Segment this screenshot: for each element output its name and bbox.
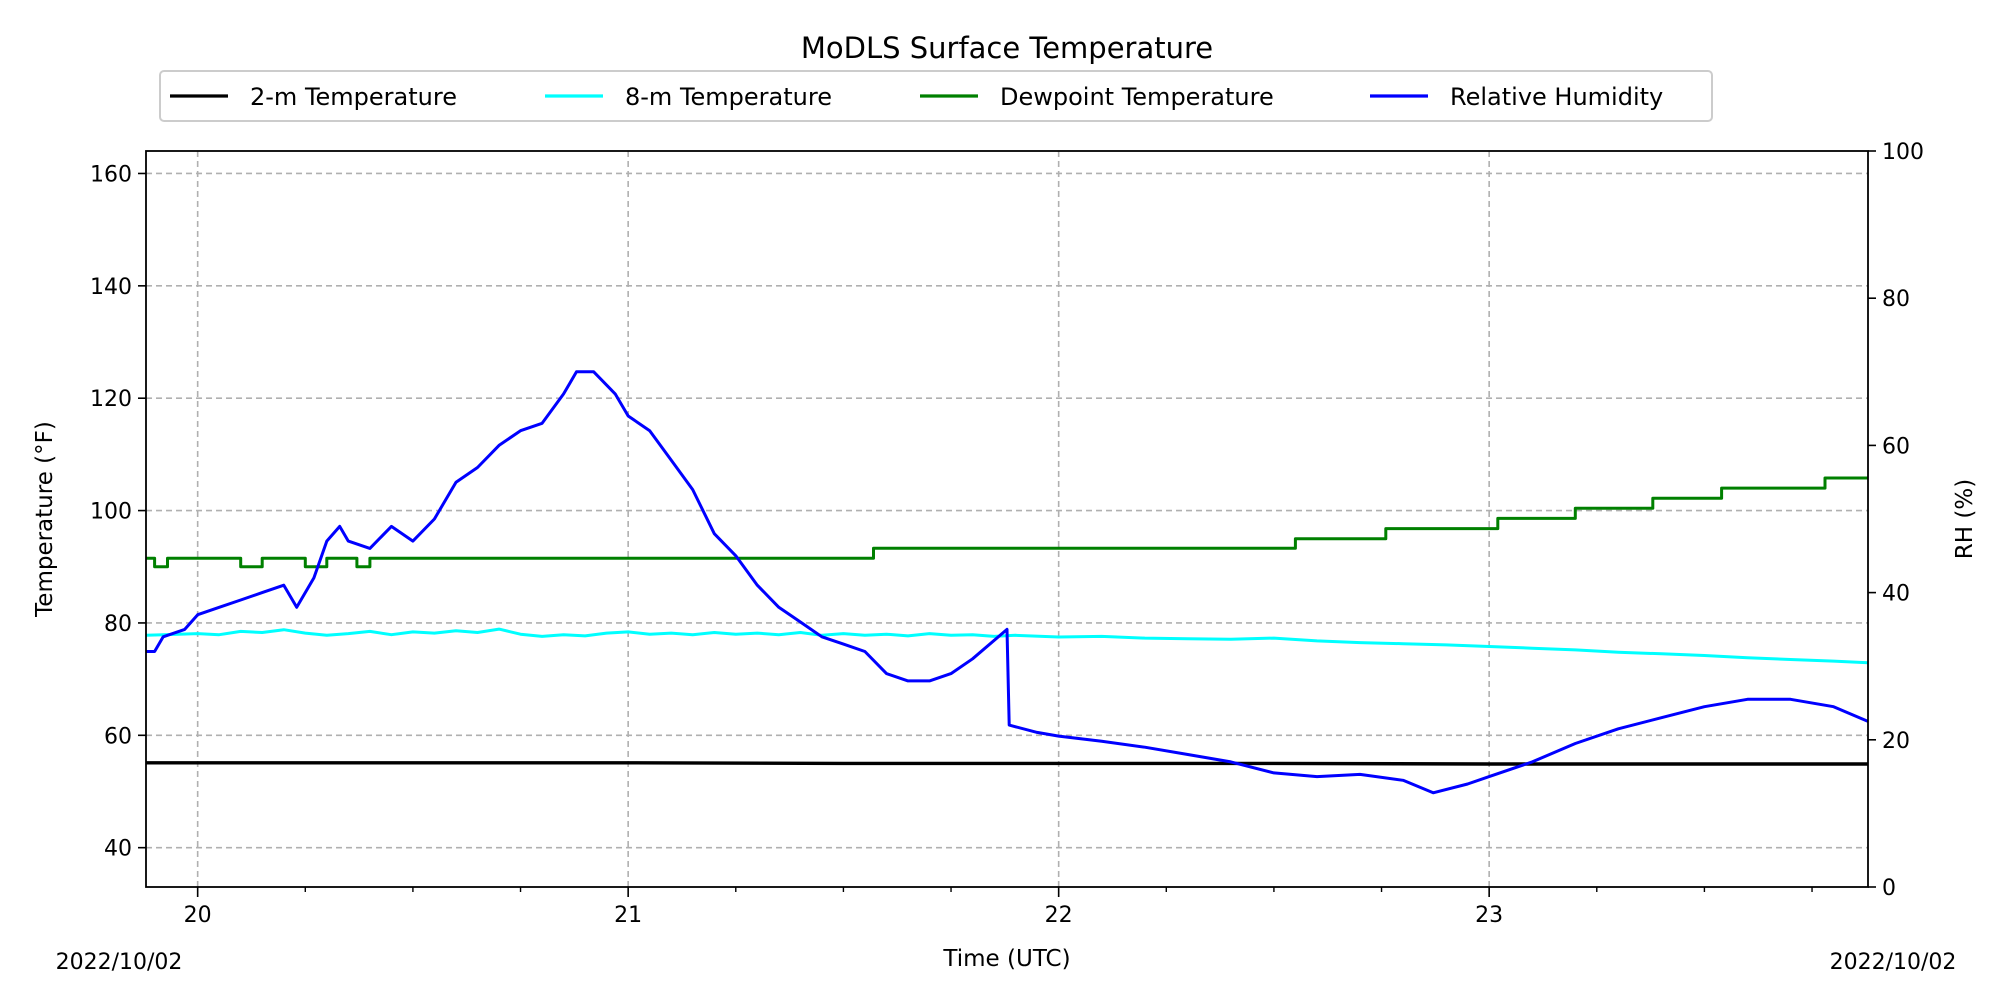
legend-label: 2-m Temperature	[250, 83, 457, 111]
legend: 2-m Temperature 8-m Temperature Dewpoint T…	[159, 70, 1713, 122]
x-axis-label: Time (UTC)	[942, 946, 1070, 972]
series-line-8-m-temperature	[146, 627, 1868, 665]
legend-label: 8-m Temperature	[625, 83, 832, 111]
legend-label: Relative Humidity	[1450, 83, 1663, 111]
y-tick-label: 100	[90, 500, 132, 525]
grid-lines	[146, 151, 1868, 887]
series-line-relative-humidity	[146, 370, 1868, 795]
legend-label: Dewpoint Temperature	[1000, 83, 1274, 111]
plot-area	[146, 370, 1868, 795]
y2-tick-label: 40	[1882, 582, 1910, 607]
y-tick-label: 60	[104, 724, 132, 749]
y2-tick-label: 100	[1882, 140, 1924, 165]
y2-axis-label: RH (%)	[1952, 479, 1978, 559]
date-label-right: 2022/10/02	[1830, 950, 1957, 975]
y-tick-label: 120	[90, 387, 132, 412]
y2-tick-label: 20	[1882, 729, 1910, 754]
y2-tick-label: 80	[1882, 287, 1910, 312]
date-label-left: 2022/10/02	[56, 950, 183, 975]
series-line-2-m-temperature	[146, 761, 1868, 766]
chart-title: MoDLS Surface Temperature	[801, 31, 1213, 65]
x-tick-label: 20	[184, 903, 212, 928]
x-tick-label: 22	[1045, 903, 1073, 928]
y2-tick-label: 60	[1882, 434, 1910, 459]
y-tick-label: 160	[90, 162, 132, 187]
series-line-dewpoint-temperature	[146, 476, 1868, 569]
y2-tick-label: 0	[1882, 876, 1896, 901]
y-tick-label: 40	[104, 837, 132, 862]
y-axis-label: Temperature (°F)	[32, 421, 58, 618]
y-tick-label: 80	[104, 612, 132, 637]
axes: 40 60 80 100 120 140 160 0 20 40 60 80 100 20 21 22 23	[90, 140, 1924, 928]
axes-frame	[145, 150, 1869, 888]
y-tick-label: 140	[90, 275, 132, 300]
x-tick-label: 21	[614, 903, 642, 928]
x-tick-label: 23	[1475, 903, 1503, 928]
